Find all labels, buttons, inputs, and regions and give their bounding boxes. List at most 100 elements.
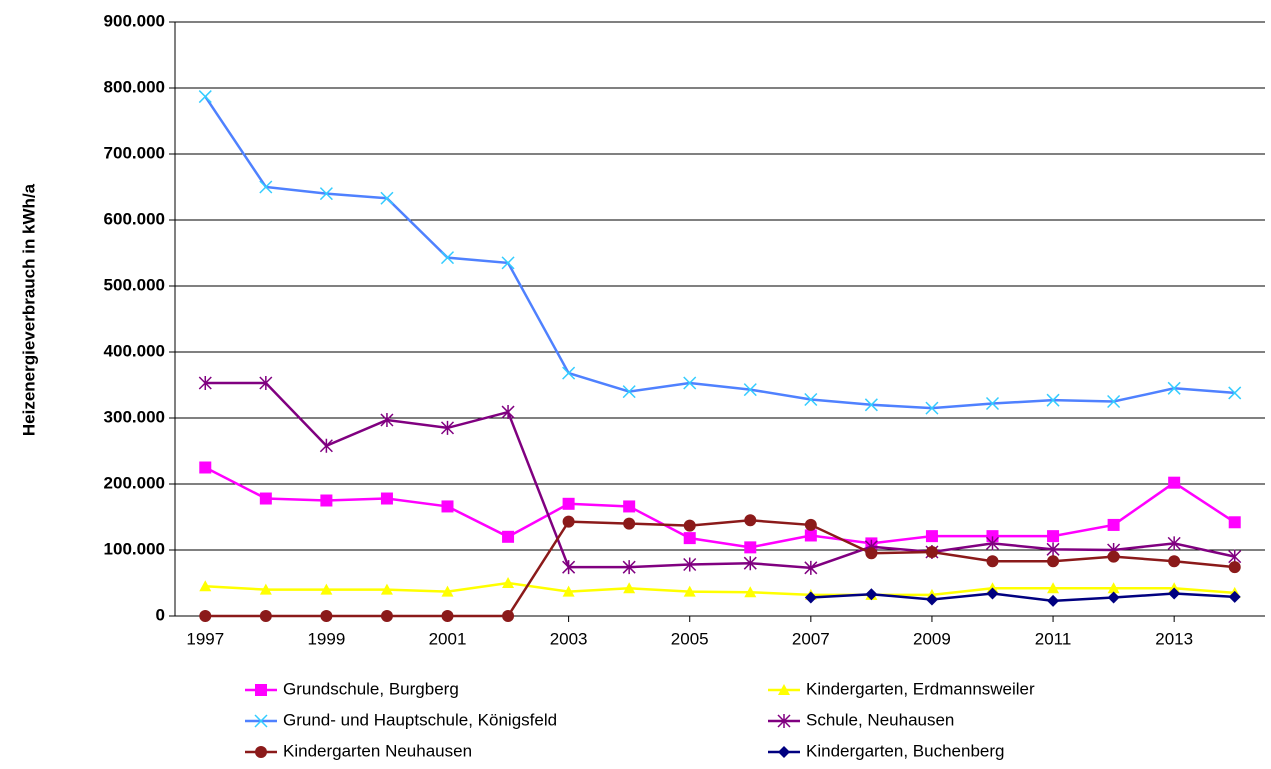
marker bbox=[380, 412, 394, 427]
legend-label: Grund- und Hauptschule, Königsfeld bbox=[283, 710, 557, 729]
marker bbox=[1168, 555, 1181, 568]
marker bbox=[441, 500, 454, 513]
y-tick-label: 0 bbox=[156, 605, 165, 624]
marker bbox=[986, 555, 999, 568]
marker bbox=[925, 593, 938, 606]
legend-marker bbox=[255, 746, 267, 758]
y-tick-label: 100.000 bbox=[104, 539, 165, 558]
marker bbox=[744, 541, 757, 554]
marker bbox=[1168, 476, 1181, 489]
marker bbox=[864, 398, 878, 412]
marker bbox=[259, 492, 272, 505]
series-line bbox=[205, 519, 1235, 618]
marker bbox=[683, 519, 696, 532]
marker bbox=[259, 583, 272, 595]
marker bbox=[380, 191, 394, 205]
marker bbox=[986, 587, 999, 600]
x-tick-label: 2011 bbox=[1035, 629, 1072, 648]
marker bbox=[1167, 536, 1181, 551]
y-tick-label: 400.000 bbox=[104, 341, 165, 360]
marker bbox=[985, 396, 1000, 411]
marker bbox=[320, 494, 333, 507]
marker bbox=[622, 560, 636, 575]
y-tick-label: 300.000 bbox=[104, 407, 165, 426]
y-tick-label: 700.000 bbox=[104, 143, 165, 162]
legend-marker bbox=[778, 746, 790, 758]
marker bbox=[743, 383, 757, 397]
marker bbox=[744, 586, 757, 598]
marker bbox=[683, 585, 696, 597]
y-tick-label: 500.000 bbox=[104, 275, 165, 294]
legend-label: Grundschule, Burgberg bbox=[283, 679, 459, 698]
marker bbox=[319, 438, 333, 453]
x-tick-label: 1997 bbox=[186, 629, 224, 648]
marker bbox=[986, 530, 999, 543]
marker bbox=[562, 366, 576, 380]
legend-label: Schule, Neuhausen bbox=[806, 710, 954, 729]
legend-marker bbox=[254, 714, 268, 728]
x-tick-label: 2009 bbox=[913, 629, 951, 648]
marker bbox=[623, 582, 636, 594]
marker bbox=[925, 401, 939, 415]
marker bbox=[1228, 386, 1242, 400]
marker bbox=[804, 560, 818, 575]
marker bbox=[440, 251, 455, 265]
marker bbox=[502, 577, 515, 588]
marker bbox=[1228, 590, 1241, 603]
marker bbox=[320, 583, 333, 595]
marker bbox=[562, 560, 576, 575]
marker bbox=[1107, 582, 1120, 594]
marker bbox=[259, 376, 273, 391]
y-tick-label: 200.000 bbox=[104, 473, 165, 492]
marker bbox=[1228, 516, 1241, 529]
legend-label: Kindergarten, Buchenberg bbox=[806, 741, 1004, 760]
x-tick-label: 2013 bbox=[1155, 629, 1193, 648]
marker bbox=[440, 420, 455, 435]
marker bbox=[744, 514, 757, 527]
marker bbox=[1047, 594, 1060, 607]
x-tick-label: 2005 bbox=[671, 629, 709, 648]
marker bbox=[320, 610, 333, 622]
legend-marker bbox=[778, 684, 790, 695]
y-tick-label: 800.000 bbox=[104, 77, 165, 96]
marker bbox=[380, 583, 393, 595]
marker bbox=[1228, 561, 1241, 574]
series-line bbox=[204, 95, 1235, 410]
marker bbox=[925, 530, 938, 543]
marker bbox=[865, 547, 878, 560]
marker bbox=[1046, 542, 1060, 557]
legend-marker bbox=[255, 684, 267, 696]
marker bbox=[865, 588, 878, 601]
marker bbox=[441, 610, 454, 622]
marker bbox=[501, 256, 515, 270]
marker bbox=[1107, 550, 1120, 563]
marker bbox=[502, 530, 515, 543]
series-line bbox=[205, 381, 1235, 570]
marker bbox=[1107, 394, 1121, 409]
x-tick-label: 2007 bbox=[792, 629, 830, 648]
marker bbox=[380, 492, 393, 505]
marker bbox=[683, 557, 697, 572]
marker bbox=[199, 580, 212, 592]
legend-label: Kindergarten Neuhausen bbox=[283, 741, 472, 760]
marker bbox=[198, 376, 212, 391]
marker bbox=[1107, 518, 1120, 531]
y-tick-label: 600.000 bbox=[104, 209, 165, 228]
marker bbox=[683, 532, 696, 545]
marker bbox=[1168, 587, 1181, 600]
marker bbox=[1167, 381, 1181, 395]
series-line bbox=[205, 581, 1235, 597]
marker bbox=[319, 187, 333, 201]
series-line bbox=[204, 466, 1236, 549]
marker bbox=[1047, 555, 1060, 568]
marker bbox=[199, 461, 212, 474]
marker bbox=[198, 90, 212, 104]
marker bbox=[683, 376, 697, 390]
marker bbox=[259, 180, 273, 194]
marker bbox=[804, 591, 817, 604]
marker bbox=[985, 536, 1000, 551]
marker bbox=[622, 385, 636, 399]
marker bbox=[804, 529, 817, 542]
marker bbox=[925, 545, 938, 558]
